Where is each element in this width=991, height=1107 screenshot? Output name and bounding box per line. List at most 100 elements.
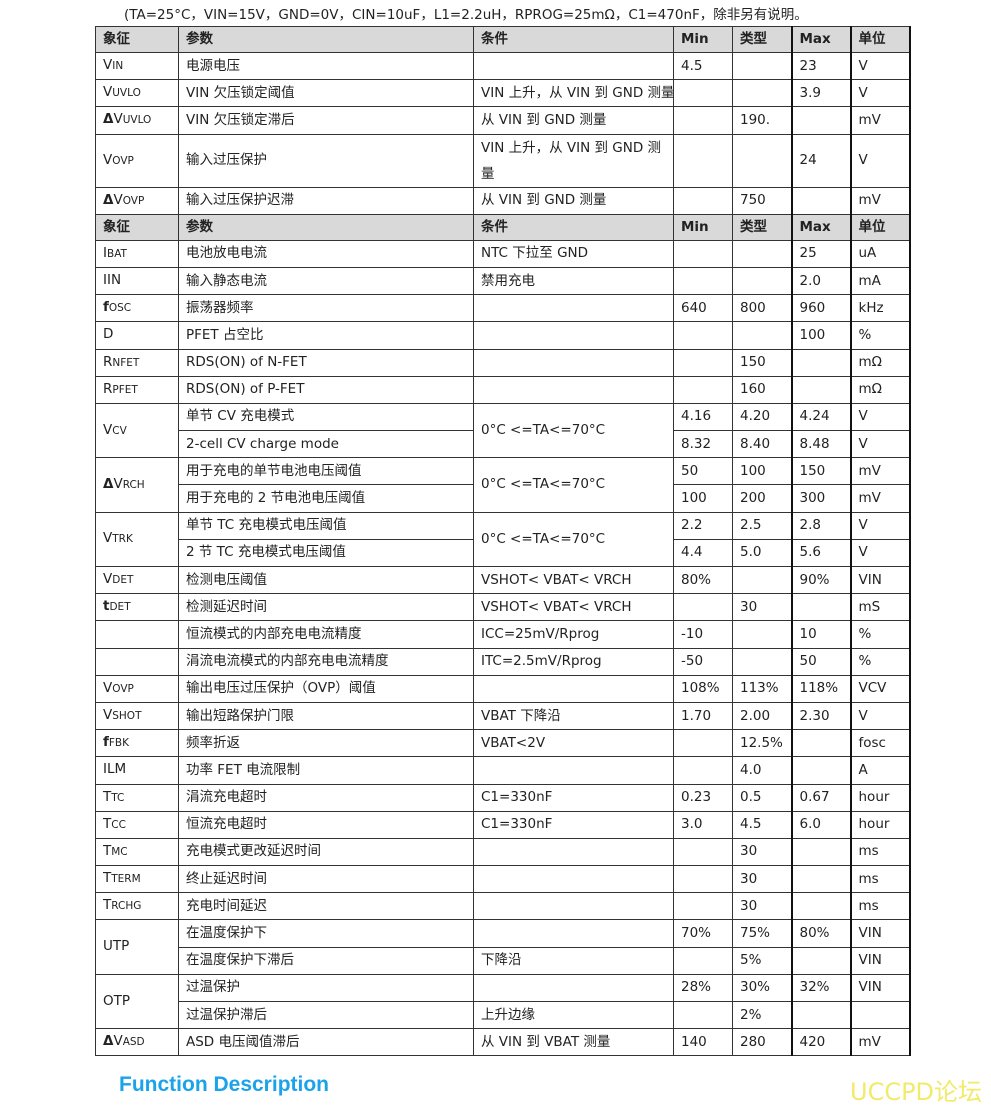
symbol-main: OTP: [103, 992, 131, 1009]
min-cell: [673, 239, 733, 268]
symbol-subscript: OVP: [122, 194, 145, 207]
condition-cell: [473, 892, 674, 921]
typ-cell: 30: [732, 865, 793, 894]
parameter-cell: 恒流模式的内部充电电流精度: [178, 620, 474, 649]
max-cell: [791, 892, 852, 921]
header-parameter: 参数: [178, 213, 474, 241]
min-cell: [673, 892, 733, 921]
unit-cell: ms: [850, 865, 911, 894]
parameter-cell: 输入静态电流: [178, 266, 474, 296]
condition-cell: VSHOT< VBAT< VRCH: [473, 565, 674, 595]
table-row: UTP 在温度保护下 70% 75% 80% VIN: [95, 919, 911, 975]
symbol-cell: TRCHG: [95, 892, 179, 921]
table-row: ΔVRCH 用于充电的单节电池电压阈值 0°C <=TA<=70°C 50 100 150…: [95, 457, 911, 513]
min-cell: -10: [673, 620, 733, 649]
table-row: 在温度保护下滞后 下降沿 5% VIN: [96, 946, 911, 975]
unit-cell: V: [850, 430, 911, 459]
table-row: ΔVASD ASD 电压阈值滞后从 VIN 到 VBAT 测量 140 280 420 m…: [95, 1028, 911, 1057]
max-cell: 420: [791, 1028, 852, 1057]
condition-cell: [473, 865, 674, 894]
min-cell: 140: [673, 1028, 733, 1057]
parameter-cell: 单节 CV 充电模式: [178, 402, 474, 432]
watermark-logo: UCCPD论坛: [850, 1078, 983, 1106]
max-cell: 118%: [791, 674, 852, 703]
section-title: Function Description: [119, 1073, 329, 1096]
parameter-cell: VIN 欠压锁定阈值: [178, 79, 474, 108]
max-cell: 24: [791, 133, 852, 188]
max-cell: 2.8: [791, 511, 852, 540]
symbol-main: T: [103, 815, 112, 832]
symbol-subscript: DET: [112, 574, 134, 587]
min-cell: 80%: [673, 565, 733, 595]
symbol-cell: VSHOT: [95, 701, 179, 731]
parameter-cell: 用于充电的 2 节电池电压阈值: [178, 484, 474, 513]
max-cell: [791, 375, 852, 404]
typ-cell: 4.0: [732, 756, 793, 785]
min-cell: 640: [673, 294, 733, 323]
symbol-cell: [95, 620, 179, 649]
condition-cell: [473, 674, 674, 703]
unit-cell: mV: [850, 186, 911, 215]
symbol-main: I: [103, 244, 107, 261]
parameter-cell: 振荡器频率: [178, 294, 474, 323]
unit-cell: V: [850, 51, 911, 81]
max-cell: [791, 946, 852, 975]
condition-cell: [473, 919, 674, 948]
header-parameter: 参数: [178, 26, 474, 53]
min-cell: [673, 321, 733, 350]
min-cell: 1.70: [673, 701, 733, 731]
symbol-main: V: [103, 151, 113, 168]
condition-cell: [473, 837, 674, 867]
min-cell: 0.23: [673, 783, 733, 812]
min-cell: 4.16: [673, 402, 733, 432]
table-row: 恒流模式的内部充电电流精度 ICC=25mV/Rprog -10 10%: [95, 620, 911, 649]
symbol-main: V: [113, 1033, 123, 1050]
symbol-main: V: [113, 111, 123, 128]
symbol-cell: VTRK: [95, 511, 179, 568]
condition-cell: [473, 756, 674, 785]
max-cell: [791, 837, 852, 867]
condition-cell: [473, 375, 674, 404]
symbol-cell: ΔVRCH: [95, 457, 179, 513]
symbol-subscript: OVP: [112, 682, 134, 695]
unit-cell: uA: [850, 239, 911, 268]
symbol-main: D: [103, 326, 114, 343]
symbol-main: UTP: [103, 938, 130, 955]
max-cell: 0.67: [791, 783, 852, 812]
symbol-cell: TTERM: [95, 865, 179, 894]
typ-cell: [732, 239, 793, 268]
table-row: RNFET RDS(ON) of N-FET 150 mΩ: [95, 348, 911, 377]
symbol-prefix: Δ: [103, 475, 114, 492]
symbol-main: V: [113, 475, 123, 492]
typ-cell: [732, 133, 793, 188]
unit-cell: %: [850, 620, 911, 649]
symbol-main: V: [103, 84, 113, 101]
conditions-note: (TA=25°C，VIN=15V，GND=0V，CIN=10uF，L1=2.2u…: [124, 7, 808, 23]
max-cell: 23: [791, 51, 852, 81]
parameter-cell: 涓流电流模式的内部充电电流精度: [178, 647, 474, 676]
unit-cell: fosc: [850, 729, 911, 758]
condition-cell: 禁用充电: [473, 266, 674, 296]
parameter-cell: RDS(ON) of P-FET: [178, 375, 474, 404]
parameter-cell: 输入过压保护迟滞: [178, 186, 474, 215]
table-row: 涓流电流模式的内部充电电流精度 ITC=2.5mV/Rprog -50 50%: [95, 647, 911, 676]
max-cell: [791, 348, 852, 377]
table-header-row: 象征 参数 条件 Min 类型 Max 单位: [95, 26, 911, 53]
header-max: Max: [791, 26, 852, 53]
max-cell: [791, 756, 852, 785]
typ-cell: 8.40: [732, 430, 793, 459]
symbol-main: R: [103, 380, 113, 397]
symbol-main: V: [103, 571, 113, 588]
typ-cell: [732, 51, 793, 81]
condition-cell: 从 VIN 到 GND 测量: [473, 106, 674, 135]
parameter-cell: ASD 电压阈值滞后: [178, 1028, 474, 1057]
unit-cell: V: [850, 701, 911, 731]
condition-cell: 0°C <=TA<=70°C: [473, 402, 674, 459]
parameter-cell: 在温度保护下滞后: [178, 946, 474, 975]
max-cell: 3.9: [791, 79, 852, 108]
symbol-subscript: FBK: [108, 737, 130, 750]
typ-cell: 75%: [732, 919, 793, 948]
symbol-main: ILM: [103, 761, 127, 778]
symbol-prefix: Δ: [103, 191, 114, 208]
condition-cell: [473, 973, 674, 1003]
